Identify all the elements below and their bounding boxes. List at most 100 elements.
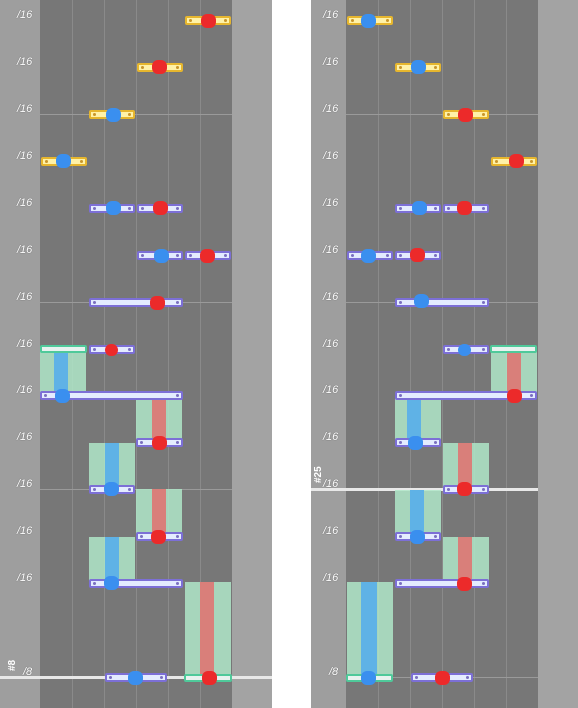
red-note-knob[interactable]	[151, 436, 167, 450]
beat-line	[346, 114, 538, 115]
beat-label: /16	[17, 9, 33, 21]
beat-label: /16	[323, 431, 339, 443]
lane-divider	[410, 0, 411, 708]
red-note-knob[interactable]	[151, 60, 167, 74]
beat-label: /16	[323, 244, 339, 256]
red-note-knob[interactable]	[456, 577, 472, 591]
panel-right-edge	[232, 0, 272, 708]
beat-label: /16	[323, 56, 339, 68]
lane-divider	[200, 0, 201, 708]
blue-note-knob[interactable]	[103, 576, 119, 590]
beat-label: /16	[17, 384, 33, 396]
blue-note-knob[interactable]	[410, 60, 426, 74]
blue-note-knob[interactable]	[360, 14, 376, 28]
beat-label: /16	[17, 478, 33, 490]
panel-margin	[0, 0, 40, 708]
beat-label: /16	[17, 56, 33, 68]
blue-note-knob[interactable]	[457, 344, 471, 356]
red-note-knob[interactable]	[201, 671, 217, 685]
tap-note-bar[interactable]	[395, 298, 489, 307]
beat-label: /16	[323, 572, 339, 584]
hold-core	[407, 396, 421, 443]
beat-label: /16	[323, 291, 339, 303]
beat-label: /16	[17, 291, 33, 303]
blue-note-knob[interactable]	[409, 530, 425, 544]
lane-divider	[168, 0, 169, 708]
hold-core	[507, 349, 521, 396]
hold-core	[54, 349, 68, 396]
beat-label: /8	[23, 666, 33, 678]
lane-divider	[474, 0, 475, 708]
blue-note-knob[interactable]	[103, 482, 119, 496]
tap-note-bar[interactable]	[40, 391, 183, 400]
measure-number: #25	[313, 466, 324, 483]
blue-note-knob[interactable]	[153, 249, 169, 263]
red-note-knob[interactable]	[200, 14, 216, 28]
tap-note-bar[interactable]	[395, 579, 489, 588]
beat-label: /16	[323, 384, 339, 396]
red-note-knob[interactable]	[508, 154, 524, 168]
red-note-knob[interactable]	[104, 344, 118, 356]
chart-panel-right: /16 /16 /16 /16 /16 /16 /16 /16 /16 /16 …	[311, 0, 578, 708]
beat-label: /16	[17, 338, 33, 350]
hold-core	[410, 490, 424, 537]
blue-note-knob[interactable]	[127, 671, 143, 685]
red-note-knob[interactable]	[150, 530, 166, 544]
blue-note-knob[interactable]	[55, 154, 71, 168]
panel-margin	[311, 0, 346, 708]
hold-core	[105, 537, 119, 584]
hold-core	[458, 443, 472, 490]
beat-label: /16	[17, 525, 33, 537]
red-note-knob[interactable]	[434, 671, 450, 685]
blue-note-knob[interactable]	[407, 436, 423, 450]
beat-label: /16	[323, 197, 339, 209]
tap-note-bar[interactable]	[89, 298, 183, 307]
beat-label: /16	[323, 9, 339, 21]
hold-core	[200, 582, 214, 678]
red-note-knob[interactable]	[456, 201, 472, 215]
beat-label: /16	[17, 572, 33, 584]
beat-label: /8	[329, 666, 339, 678]
hold-core	[105, 443, 119, 490]
panel-right-edge	[538, 0, 578, 708]
blue-note-knob[interactable]	[105, 108, 121, 122]
blue-note-knob[interactable]	[411, 201, 427, 215]
tap-note-bar[interactable]	[89, 579, 183, 588]
blue-note-knob[interactable]	[413, 294, 429, 308]
beat-label: /16	[323, 338, 339, 350]
beat-label: /16	[17, 103, 33, 115]
lane-divider	[378, 0, 379, 708]
hold-core	[361, 582, 377, 678]
red-note-knob[interactable]	[456, 482, 472, 496]
lane-divider	[104, 0, 105, 708]
red-note-knob[interactable]	[152, 201, 168, 215]
blue-note-knob[interactable]	[360, 671, 376, 685]
lane-divider	[136, 0, 137, 708]
measure-line	[311, 488, 538, 491]
blue-note-knob[interactable]	[54, 389, 70, 403]
hold-core	[152, 489, 166, 537]
chart-panel-left: /16 /16 /16 /16 /16 /16 /16 /16 /16 /16 …	[0, 0, 272, 708]
red-note-knob[interactable]	[506, 389, 522, 403]
beat-label: /16	[323, 103, 339, 115]
beat-label: /16	[323, 150, 339, 162]
beat-line	[40, 114, 232, 115]
beat-label: /16	[17, 431, 33, 443]
hold-start[interactable]	[490, 345, 537, 353]
tap-note-bar[interactable]	[395, 391, 537, 400]
blue-note-knob[interactable]	[360, 249, 376, 263]
lane-divider	[442, 0, 443, 708]
beat-label: /16	[17, 197, 33, 209]
measure-number: #8	[7, 659, 18, 671]
red-note-knob[interactable]	[409, 248, 425, 262]
red-note-knob[interactable]	[199, 249, 215, 263]
red-note-knob[interactable]	[457, 108, 473, 122]
hold-start[interactable]	[40, 345, 87, 353]
beat-label: /16	[323, 478, 339, 490]
beat-label: /16	[323, 525, 339, 537]
red-note-knob[interactable]	[149, 296, 165, 310]
blue-note-knob[interactable]	[105, 201, 121, 215]
hold-core	[458, 537, 472, 584]
beat-label: /16	[17, 150, 33, 162]
hold-core	[152, 396, 166, 443]
